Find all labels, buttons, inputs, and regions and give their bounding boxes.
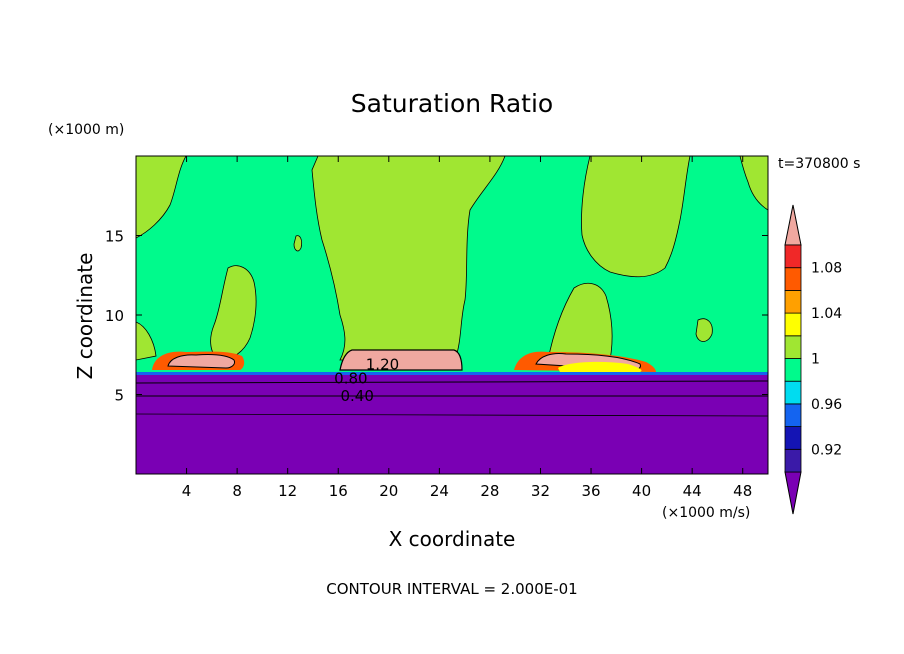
colorbar-band	[784, 335, 802, 359]
patch-center	[339, 349, 463, 371]
colorbar-band	[784, 403, 802, 427]
x-tick-label: 16	[329, 482, 348, 500]
y-tick-label: 10	[105, 307, 124, 325]
x-tick-label: 4	[182, 482, 192, 500]
colorbar: 0.92 0.96 1 1.04 1.08	[784, 204, 842, 515]
contour-label: 1.20	[366, 355, 399, 373]
x-tick-label: 40	[632, 482, 651, 500]
colorbar-band	[784, 358, 802, 382]
y-axis-title: Z coordinate	[73, 253, 97, 380]
patch-left-inner	[167, 354, 235, 369]
y-axis: 5 10 15	[105, 228, 768, 405]
y-tick-label: 5	[114, 387, 124, 405]
x-tick-label: 12	[278, 482, 297, 500]
colorbar-band	[784, 426, 802, 450]
region-right-column	[581, 156, 691, 278]
y-tick-label: 15	[105, 228, 124, 246]
region-far-left	[136, 321, 157, 361]
contour-interval-footer: CONTOUR INTERVAL = 2.000E-01	[326, 580, 577, 598]
colorbar-band	[784, 267, 802, 291]
y-unit-label: (×1000 m)	[48, 122, 124, 138]
x-tick-label: 24	[430, 482, 449, 500]
x-unit-label: (×1000 m/s)	[662, 505, 750, 521]
x-tick-label: 48	[733, 482, 752, 500]
colorbar-band	[784, 312, 802, 337]
x-tick-label: 28	[480, 482, 499, 500]
colorbar-label: 1.08	[811, 261, 842, 277]
x-tick-label: 20	[379, 482, 398, 500]
plot-area	[135, 155, 769, 475]
x-tick-label: 8	[232, 482, 242, 500]
colorbar-band	[784, 380, 802, 405]
colorbar-label: 1	[811, 352, 820, 368]
contour-labels: 1.200.800.40	[334, 355, 399, 405]
chart-title: Saturation Ratio	[351, 89, 553, 118]
contour-line-lower	[136, 413, 768, 417]
region-speck-1	[293, 235, 303, 252]
colorbar-band	[784, 244, 802, 269]
contour-label: 0.40	[340, 387, 373, 405]
x-tick-label: 36	[581, 482, 600, 500]
x-axis: 4 8 12 16 20 24 28 32 36 40 44 48	[182, 156, 752, 500]
colorbar-label: 0.96	[811, 397, 842, 413]
dry-layer	[136, 374, 768, 474]
x-axis-title: X coordinate	[389, 527, 516, 551]
region-right-mid	[547, 282, 613, 361]
contour-label: 0.80	[334, 370, 367, 388]
contour-line-080	[136, 380, 768, 384]
region-upper-left	[136, 156, 187, 239]
x-tick-label: 32	[531, 482, 550, 500]
colorbar-band	[784, 448, 802, 473]
colorbar-label: 1.04	[811, 306, 842, 322]
colorbar-under-arrow	[784, 471, 802, 515]
patch-right-yellow	[558, 361, 642, 372]
colorbar-label: 0.92	[811, 442, 842, 458]
region-upper-right	[739, 156, 768, 211]
x-tick-label: 44	[683, 482, 702, 500]
dry-layer-edge	[136, 372, 768, 375]
region-speck-2	[695, 318, 713, 342]
colorbar-band	[784, 289, 802, 314]
time-label: t=370800 s	[778, 156, 860, 172]
region-left-mid	[210, 265, 257, 361]
colorbar-over-arrow	[784, 204, 802, 246]
